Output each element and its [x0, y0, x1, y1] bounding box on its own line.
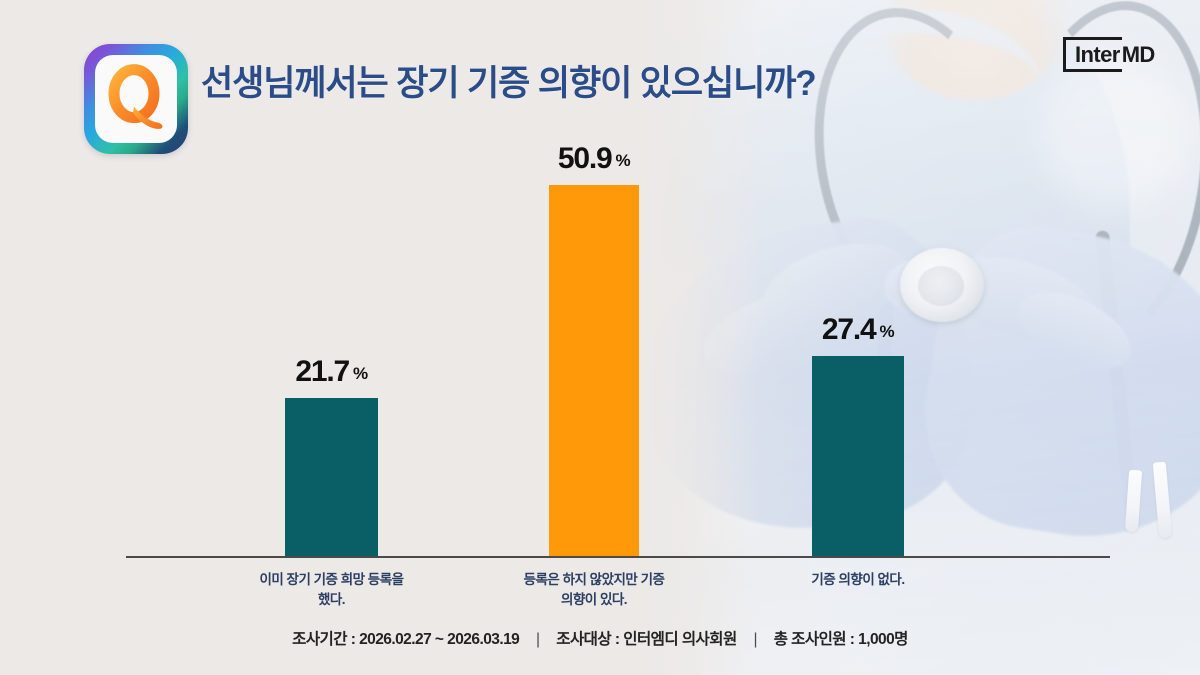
bar-value-number-2: 27.4	[821, 313, 877, 346]
q-app-logo-icon	[84, 44, 188, 154]
bar-rect-2	[812, 356, 904, 556]
footer-separator: |	[536, 631, 540, 648]
q-letter-glyph	[108, 64, 163, 129]
bar-category-label-0: 이미 장기 기증 희망 등록을 했다.	[259, 572, 404, 608]
bar-category-label-1: 등록은 하지 않았지만 기증 의향이 있다.	[523, 572, 665, 608]
survey-respondent-count: 총 조사인원 : 1,000명	[773, 631, 909, 648]
bar-value-label-1: 50.9%	[557, 142, 631, 176]
footer-separator: |	[753, 631, 757, 648]
survey-target: 조사대상 : 인터엠디 의사회원	[556, 631, 737, 648]
percent-sign-1: %	[615, 151, 631, 170]
bar-value-number-0: 21.7	[295, 355, 350, 388]
chart-baseline-axis	[126, 556, 1110, 558]
page-title: 선생님께서는 장기 기증 의향이 있으십니까?	[201, 64, 817, 103]
bar-group-1: 50.9% 등록은 하지 않았지만 기증 의향이 있다.	[524, 142, 665, 607]
intermd-logo: Inter MD	[1063, 37, 1157, 73]
q-app-logo-inner	[95, 55, 177, 143]
infographic-canvas-fade	[640, 0, 760, 675]
bar-group-2: 27.4% 기증 의향이 없다.	[811, 313, 905, 587]
percent-sign-2: %	[879, 322, 895, 341]
bar-value-label-2: 27.4%	[821, 313, 895, 347]
bar-group-0: 21.7% 이미 장기 기증 희망 등록을 했다.	[259, 355, 404, 607]
header: 선생님께서는 장기 기증 의향이 있으십니까? Inter MD	[0, 0, 1200, 175]
survey-period: 조사기간 : 2026.02.27 ~ 2026.03.19	[292, 631, 520, 648]
intermd-logo-suffix-text: MD	[1121, 42, 1156, 67]
bar-rect-0	[285, 398, 378, 556]
survey-meta-footer: 조사기간 : 2026.02.27 ~ 2026.03.19 | 조사대상 : …	[0, 627, 1200, 649]
bar-value-number-1: 50.9	[557, 142, 613, 175]
bar-rect-1	[549, 185, 639, 556]
bar-value-label-0: 21.7%	[295, 355, 368, 389]
percent-sign-0: %	[352, 364, 368, 383]
intermd-logo-boxed-text: Inter	[1063, 37, 1122, 73]
bar-category-label-2: 기증 의향이 없다.	[811, 572, 905, 587]
